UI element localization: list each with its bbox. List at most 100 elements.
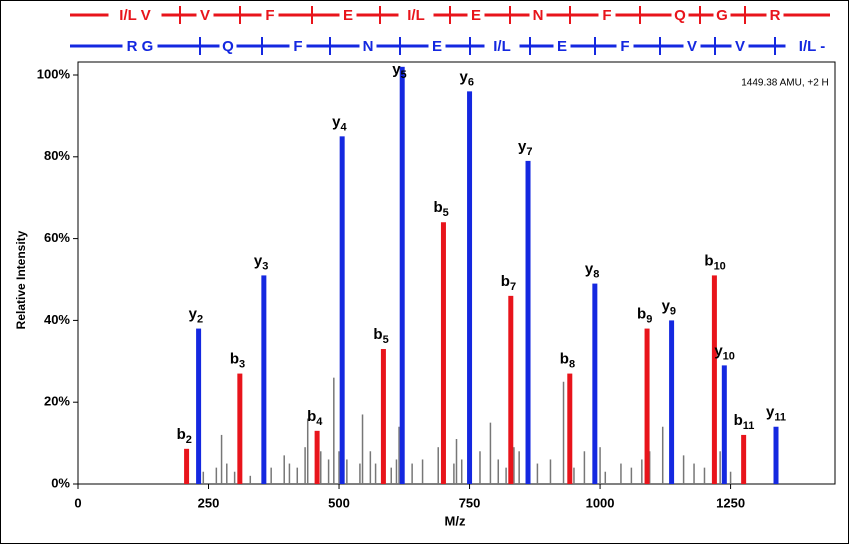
ion-index: 9	[646, 313, 652, 325]
x-tick-label: 250	[198, 495, 220, 510]
ion-index: 7	[510, 281, 516, 293]
ion-peak	[592, 283, 598, 484]
ion-letter: y	[585, 261, 594, 278]
y-tick-label: 0%	[51, 475, 70, 490]
peak	[562, 381, 565, 484]
ion-letter: b	[230, 351, 239, 368]
annotation: 1449.38 AMU, +2 H	[741, 78, 829, 89]
ion-label: y5	[392, 61, 406, 81]
peak	[283, 455, 285, 484]
ion-peak	[314, 430, 320, 484]
ion-letter: y	[662, 297, 671, 314]
peak	[369, 451, 372, 484]
ion-index: 6	[468, 76, 474, 88]
peak	[249, 475, 252, 484]
ion-peak	[773, 426, 779, 484]
y-tick-label: 100%	[37, 66, 71, 81]
residue-label: G	[716, 7, 728, 24]
residue-label: E	[343, 7, 353, 24]
peak	[641, 459, 643, 484]
ion-label: b2	[177, 426, 192, 446]
peak	[549, 459, 552, 484]
x-tick-label: 750	[459, 495, 481, 510]
peak	[453, 463, 455, 484]
ion-letter: b	[307, 408, 316, 425]
ion-peak	[644, 328, 650, 484]
peak	[390, 467, 392, 484]
peak	[536, 463, 539, 484]
peak	[599, 447, 601, 484]
residue-bg	[616, 37, 634, 55]
ion-index: 9	[670, 305, 676, 317]
ion-label: y3	[254, 252, 268, 272]
ion-label: y4	[332, 113, 347, 133]
peak	[233, 471, 236, 484]
residue-bg	[196, 6, 214, 24]
ion-letter: y	[766, 404, 775, 421]
ion-label: b9	[637, 306, 652, 326]
peak	[682, 455, 685, 484]
peak	[583, 451, 586, 484]
peak	[398, 426, 400, 484]
peak	[288, 463, 291, 484]
ion-letter: b	[734, 412, 743, 429]
peak	[693, 463, 695, 484]
ion-index: 2	[186, 434, 192, 446]
ion-letter: b	[433, 199, 442, 216]
residue-label: F	[265, 7, 274, 24]
x-tick-label: 1000	[586, 495, 615, 510]
ion-peak	[339, 136, 345, 484]
ion-index: 11	[743, 420, 755, 432]
peak	[359, 463, 361, 484]
ion-letter: b	[501, 273, 510, 290]
x-tick-label: 0	[74, 495, 81, 510]
residue-label: V	[200, 7, 210, 24]
peak	[270, 467, 272, 484]
residue-bg	[766, 6, 784, 24]
ion-letter: b	[177, 426, 186, 443]
residue-label: V	[735, 38, 745, 55]
peak	[497, 459, 500, 484]
peak	[226, 463, 228, 484]
residue-label: F	[620, 38, 629, 55]
ion-index: 8	[593, 268, 599, 280]
residue-bg	[108, 6, 162, 24]
peak	[437, 447, 439, 484]
ion-peak	[184, 448, 190, 484]
residue-label: F	[602, 7, 611, 24]
ion-label: y7	[518, 138, 532, 158]
ion-letter: y	[332, 113, 341, 130]
ion-label: b3	[230, 351, 245, 371]
ion-index: 10	[714, 260, 726, 272]
ion-index: 3	[262, 260, 268, 272]
residue-label: R G	[127, 38, 154, 55]
ion-index: 7	[526, 146, 532, 158]
ion-peak	[399, 66, 405, 484]
residue-label: F	[293, 38, 302, 55]
peak	[202, 471, 205, 484]
ion-peak	[440, 222, 446, 485]
ion-label: b5	[373, 326, 388, 346]
peak	[518, 451, 520, 484]
residue-label: Q	[674, 7, 686, 24]
peak	[327, 459, 330, 484]
peak	[489, 422, 492, 484]
y-tick-label: 20%	[44, 394, 70, 409]
ion-index: 4	[341, 121, 348, 133]
ion-index: 8	[569, 358, 575, 370]
ion-index: 10	[723, 350, 735, 362]
ion-letter: b	[560, 351, 569, 368]
peak	[304, 447, 306, 484]
ion-label: b4	[307, 408, 323, 428]
ion-letter: y	[254, 252, 263, 269]
ion-index: 3	[239, 358, 245, 370]
peak	[395, 459, 398, 484]
residue-label: I/L	[407, 7, 425, 24]
peak	[460, 459, 463, 484]
peak	[346, 459, 348, 484]
residue-label: Q	[222, 38, 234, 55]
residue-label: V	[687, 38, 697, 55]
peak	[320, 451, 322, 484]
ion-peak	[669, 320, 675, 484]
